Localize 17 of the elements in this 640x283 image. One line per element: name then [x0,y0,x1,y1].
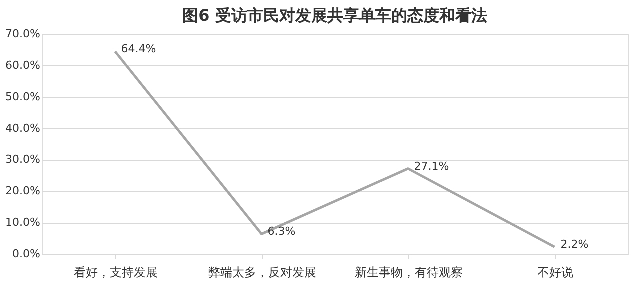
y-tick-label: 70.0% [6,28,40,40]
x-tick-label: 弊端太多，反对发展 [208,266,316,280]
x-tick-label: 新生事物，有待观察 [354,266,463,280]
data-label: 27.1% [414,160,450,173]
y-tick-label: 40.0% [6,122,40,135]
data-label: 64.4% [121,42,156,56]
y-tick-label: 30.0% [6,153,40,166]
y-tick-label: 20.0% [6,184,40,198]
x-tick-label: 不好说 [537,266,574,280]
chart-title: 图6 受访市民对发展共享单车的态度和看法 [182,6,488,25]
y-tick-label: 50.0% [6,90,40,104]
data-label: 2.2% [560,238,589,252]
y-tick-label: 10.0% [6,216,40,230]
y-tick-label: 60.0% [6,58,40,72]
y-tick-label: 0.0% [12,248,40,260]
data-label: 6.3% [268,225,296,238]
x-tick-label: 看好，支持发展 [74,266,158,280]
